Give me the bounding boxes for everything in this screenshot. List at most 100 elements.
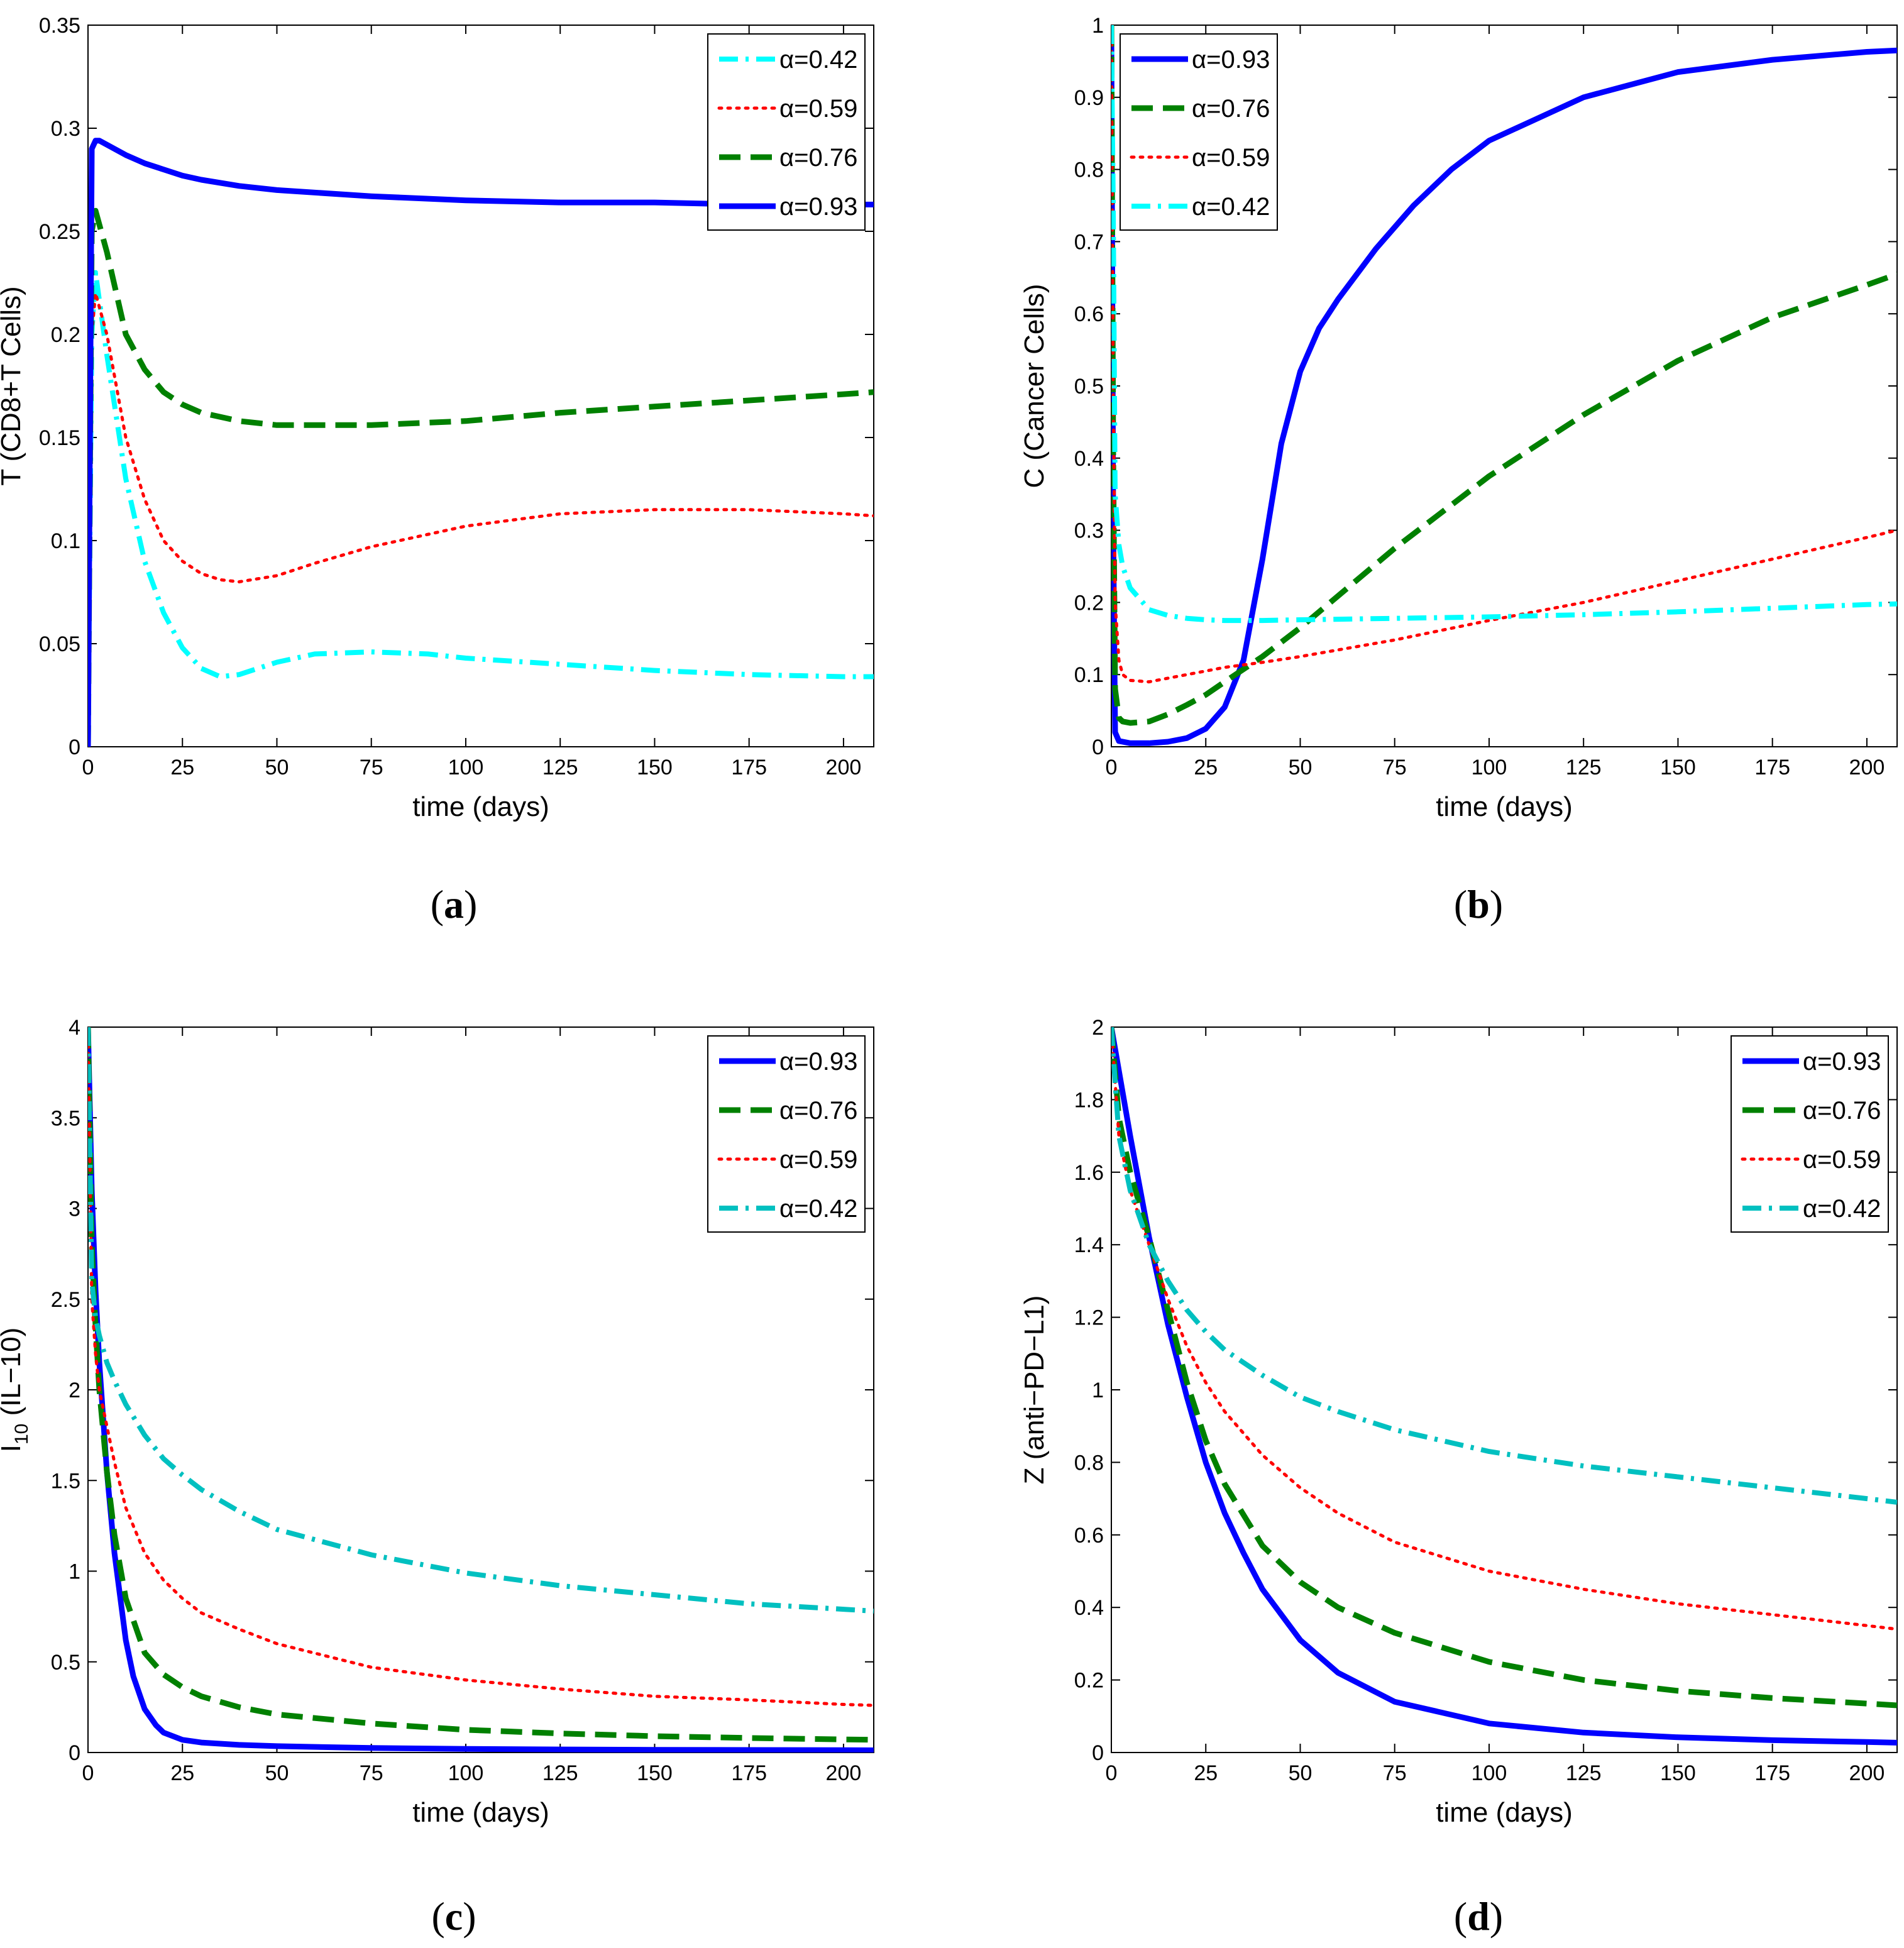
chart-a-ylabel: T (CD8+T Cells) [0, 286, 26, 485]
chart-b-xtick-label: 200 [1849, 756, 1885, 779]
chart-a: 0 25 50 75 100 125 150 175 200 0 0.05 0.1 0.15 0.2 0.2… [0, 14, 874, 927]
chart-b-legend-label-3: α=0.59 [1192, 144, 1270, 172]
chart-d-xtick-label: 25 [1194, 1761, 1218, 1785]
chart-a-legend-label-1: α=0.42 [779, 46, 857, 74]
chart-d-ytick-label: 1 [1092, 1378, 1104, 1402]
chart-b-ytick-label: 0.1 [1074, 663, 1104, 687]
chart-b-caption: (b) [1454, 882, 1503, 927]
chart-c-xtick-label: 75 [360, 1761, 383, 1785]
chart-d-xtick-label: 100 [1472, 1761, 1507, 1785]
chart-c-ytick-label: 0.5 [51, 1651, 80, 1675]
chart-a-ytick-label: 0.15 [39, 426, 80, 450]
chart-c-legend-label-4: α=0.42 [779, 1195, 857, 1223]
chart-c-xtick-label: 175 [731, 1761, 767, 1785]
chart-a-xtick-label: 150 [637, 756, 673, 779]
chart-c-series-line-4 [88, 1027, 874, 1614]
chart-c-ylabel: I10 (IL−10) [0, 1328, 32, 1452]
chart-c: 0 25 50 75 100 125 150 175 200 0 0.5 1 1.5 2 2.5 3 3.5 4 t… [0, 1016, 874, 1939]
chart-a-ytick-label: 0.35 [39, 14, 80, 38]
chart-d-series-line-1 [1111, 1027, 1897, 1746]
chart-d-ytick-label: 0 [1092, 1741, 1104, 1765]
chart-b-xtick-label: 125 [1566, 756, 1602, 779]
chart-b-xtick-label: 100 [1472, 756, 1507, 779]
chart-b-xtick-label: 75 [1383, 756, 1407, 779]
chart-d-xlabel: time (days) [1436, 1797, 1573, 1828]
chart-c-xlabel: time (days) [412, 1797, 549, 1828]
chart-c-series-line-2 [88, 1027, 874, 1743]
chart-b-ylabel: C (Cancer Cells) [1019, 283, 1050, 488]
chart-c-legend: α=0.93 α=0.76 α=0.59 α=0.42 [707, 1035, 866, 1233]
chart-c-ytick-label: 2.5 [51, 1288, 80, 1312]
chart-a-xtick-label: 0 [82, 756, 94, 779]
chart-d-ytick-label: 2 [1092, 1016, 1104, 1040]
chart-b-ytick-label: 0.3 [1074, 519, 1104, 543]
chart-c-legend-label-3: α=0.59 [779, 1146, 857, 1174]
chart-b-series-line-4 [1111, 25, 1897, 624]
chart-d-xtick-label: 175 [1754, 1761, 1790, 1785]
chart-c-xtick-label: 50 [265, 1761, 289, 1785]
chart-a-xtick-label: 125 [542, 756, 578, 779]
chart-b-ytick-label: 0.2 [1074, 591, 1104, 615]
chart-b-legend-label-1: α=0.93 [1192, 46, 1270, 74]
chart-a-ytick-label: 0.25 [39, 220, 80, 244]
chart-d-ylabel: Z (anti−PD−L1) [1019, 1296, 1050, 1485]
chart-d-caption: (d) [1454, 1894, 1503, 1939]
chart-b-ytick-label: 0 [1092, 735, 1104, 759]
chart-d-xtick-label: 125 [1566, 1761, 1602, 1785]
chart-a-caption: (a) [431, 882, 478, 927]
chart-c-xtick-label: 125 [542, 1761, 578, 1785]
chart-c-caption: (c) [431, 1894, 476, 1939]
chart-c-xtick-label: 150 [637, 1761, 673, 1785]
chart-d-legend-label-4: α=0.42 [1803, 1195, 1881, 1223]
chart-c-xtick-label: 0 [82, 1761, 94, 1785]
chart-a-xtick-label: 50 [265, 756, 289, 779]
chart-b-series-line-3 [1111, 25, 1897, 684]
chart-d-xtick-label: 150 [1660, 1761, 1696, 1785]
chart-d-xtick-label: 75 [1383, 1761, 1407, 1785]
chart-a-series-line-1 [88, 270, 874, 747]
chart-d-legend: α=0.93 α=0.76 α=0.59 α=0.42 [1731, 1035, 1889, 1233]
chart-b-xtick-label: 50 [1289, 756, 1312, 779]
chart-d-series-line-2 [1111, 1027, 1897, 1709]
chart-c-ytick-label: 4 [69, 1016, 80, 1040]
chart-a-xlabel: time (days) [412, 791, 549, 822]
chart-a-xtick-label: 200 [826, 756, 862, 779]
chart-a-xtick-label: 25 [170, 756, 194, 779]
chart-c-ytick-label: 0 [69, 1741, 80, 1765]
chart-c-ytick-label: 1.5 [51, 1469, 80, 1493]
chart-a-legend-label-3: α=0.76 [779, 144, 857, 172]
chart-c-xtick-label: 25 [170, 1761, 194, 1785]
chart-a-series-line-3 [88, 207, 874, 747]
chart-a-legend: α=0.42 α=0.59 α=0.76 α=0.93 [707, 33, 866, 231]
chart-d: 0 25 50 75 100 125 150 175 200 0 0.2 0.4 0.6 0.8 1 1.2 1… [1019, 1016, 1898, 1939]
chart-c-ytick-label: 3.5 [51, 1106, 80, 1130]
chart-c-legend-label-1: α=0.93 [779, 1048, 857, 1076]
chart-b-xtick-label: 0 [1106, 756, 1118, 779]
chart-d-ytick-label: 0.2 [1074, 1669, 1104, 1693]
chart-b-ytick-label: 0.4 [1074, 447, 1104, 471]
chart-a-legend-label-4: α=0.93 [779, 193, 857, 221]
chart-c-xtick-label: 100 [448, 1761, 484, 1785]
chart-b-ytick-label: 1 [1092, 14, 1104, 38]
chart-a-ytick-label: 0.3 [51, 117, 80, 141]
chart-d-legend-label-2: α=0.76 [1803, 1097, 1881, 1125]
chart-d-series-line-4 [1111, 1027, 1897, 1505]
chart-a-xtick-label: 100 [448, 756, 484, 779]
chart-a-xtick-label: 75 [360, 756, 383, 779]
chart-a-ytick-label: 0.1 [51, 529, 80, 553]
chart-a-xtick-label: 175 [731, 756, 767, 779]
chart-a-legend-label-2: α=0.59 [779, 95, 857, 123]
chart-b-xtick-label: 25 [1194, 756, 1218, 779]
chart-b-xtick-label: 150 [1660, 756, 1696, 779]
chart-b-xlabel: time (days) [1436, 791, 1573, 822]
chart-d-xtick-label: 50 [1289, 1761, 1312, 1785]
chart-c-series-line-3 [88, 1027, 874, 1707]
chart-a-series-line-4 [88, 138, 874, 747]
chart-a-series-line-2 [88, 291, 874, 747]
chart-d-ytick-label: 1.4 [1074, 1233, 1104, 1257]
chart-c-ytick-label: 1 [69, 1560, 80, 1584]
chart-c-ytick-label: 3 [69, 1197, 80, 1221]
chart-d-ytick-label: 1.8 [1074, 1088, 1104, 1112]
chart-d-legend-label-1: α=0.93 [1803, 1048, 1881, 1076]
